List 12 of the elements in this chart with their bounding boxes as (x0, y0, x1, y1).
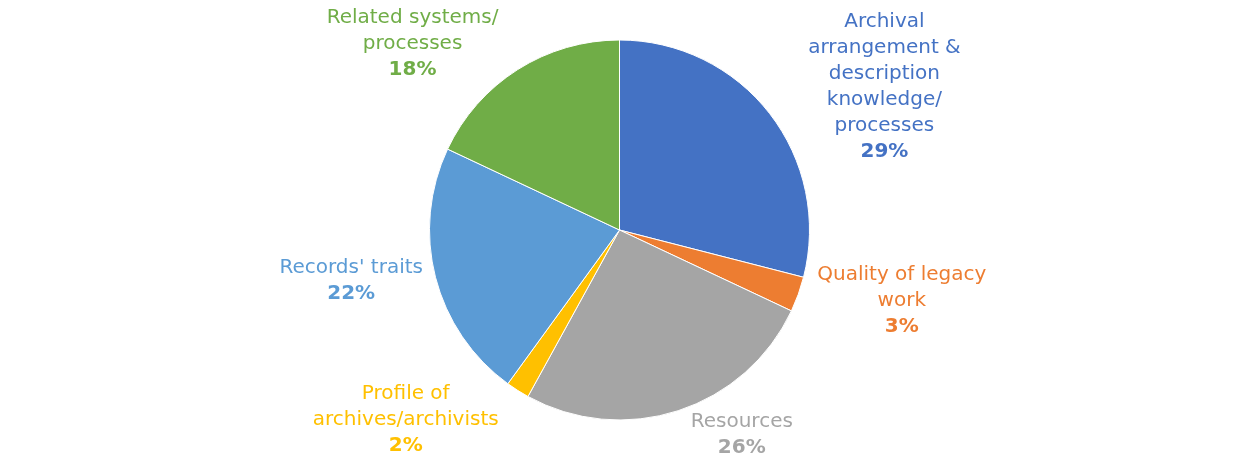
slice-label: Related systems/ processes (326, 4, 499, 55)
slice-label: Quality of legacy work (817, 260, 987, 311)
data-label: 2% (388, 431, 423, 456)
slice-label: Profile of archives/archivists (312, 379, 499, 430)
data-label: 18% (388, 56, 437, 81)
slice-label: Resources (690, 408, 793, 433)
data-label: 26% (717, 434, 766, 459)
slice-label: Archival arrangement & description knowledge/ processes (808, 7, 961, 136)
slice-label: Records' traits (279, 253, 423, 278)
data-label: 22% (327, 279, 376, 304)
data-label: 3% (884, 312, 919, 337)
data-label: 29% (860, 137, 909, 162)
